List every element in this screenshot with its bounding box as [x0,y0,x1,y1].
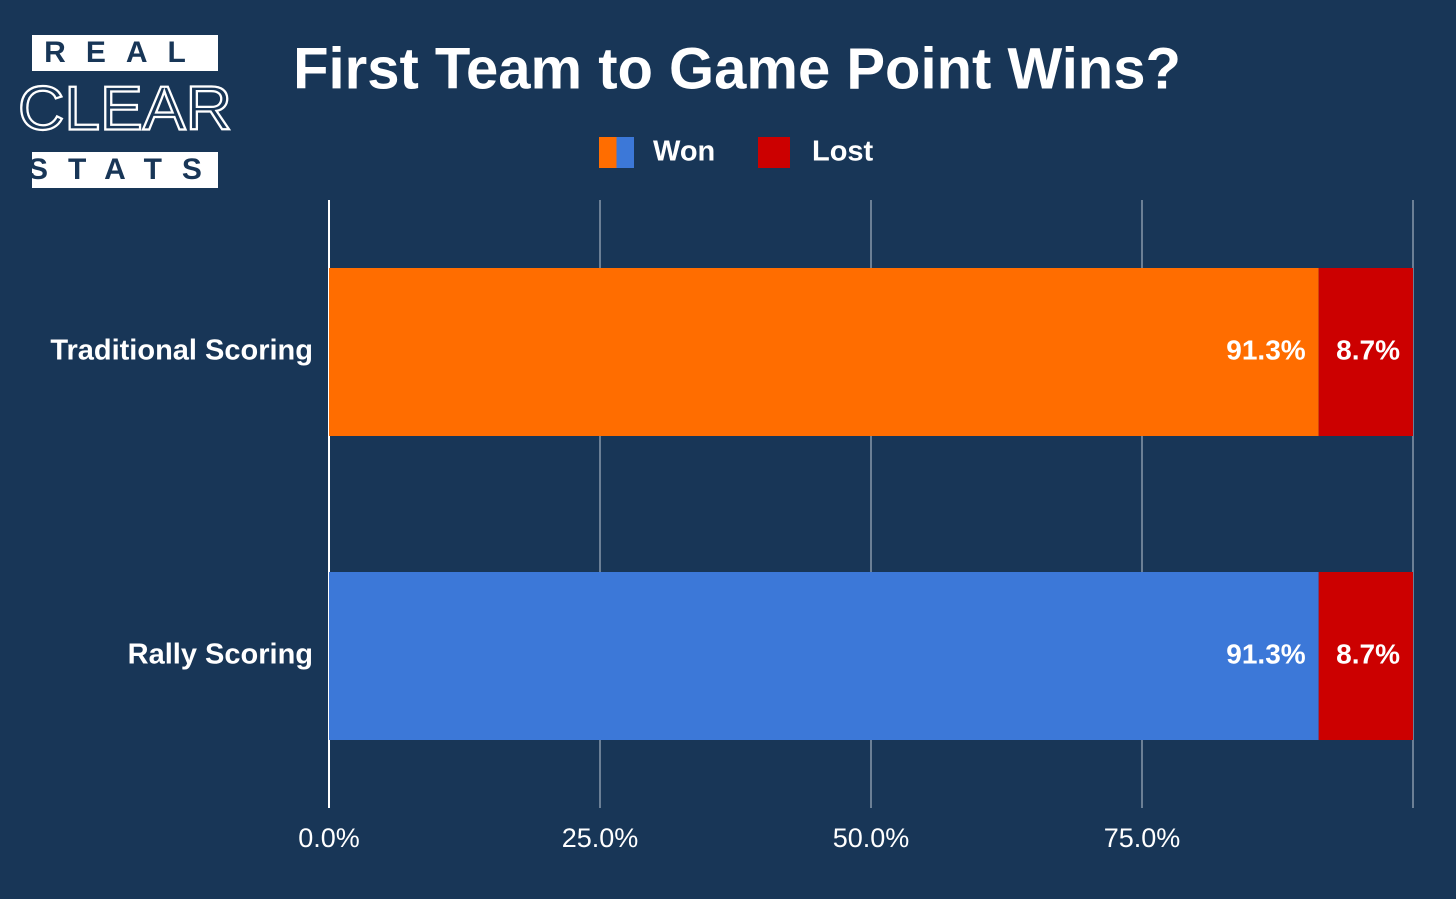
logo-top: REAL [44,36,206,69]
legend-label: Won [653,136,715,168]
legend-swatch [599,137,617,168]
x-tick-label: 0.0% [298,823,360,853]
value-label: 8.7% [1336,638,1400,669]
bar-segment [1318,268,1413,436]
legend-swatch [616,137,634,168]
logo-box [32,152,218,188]
category-label: Rally Scoring [128,639,313,671]
x-tick-label: 75.0% [1104,823,1181,853]
value-label: 91.3% [1226,334,1305,365]
logo-middle: CLEAR [18,74,232,143]
logo-box [32,35,218,71]
logo: REAL CLEAR STATS [17,35,233,188]
category-label: Traditional Scoring [50,335,313,367]
legend-swatch [758,137,790,168]
bar-segment [329,268,1319,436]
bar-segment [1318,572,1413,740]
logo-bottom: STATS [28,153,222,186]
x-tick-label: 50.0% [833,823,910,853]
chart-title: First Team to Game Point Wins? [293,36,1181,101]
value-label: 91.3% [1226,638,1305,669]
bar-segment [329,572,1319,740]
legend-label: Lost [812,136,874,168]
value-label: 8.7% [1336,334,1400,365]
x-tick-label: 25.0% [562,823,639,853]
